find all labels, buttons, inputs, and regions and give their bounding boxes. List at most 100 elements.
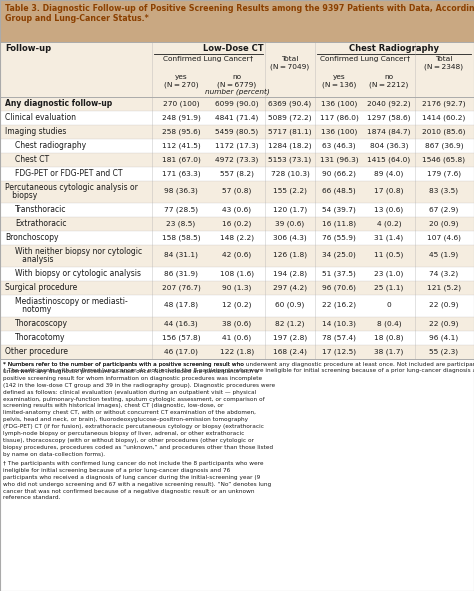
Text: Chest Radiography: Chest Radiography (349, 44, 439, 53)
Text: tissue), thoracoscopy (with or without biopsy), or other procedures (other cytol: tissue), thoracoscopy (with or without b… (3, 438, 254, 443)
Text: 43 (0.6): 43 (0.6) (222, 207, 252, 213)
Text: screening results with historical images), chest CT (diagnostic, low-dose, or: screening results with historical images… (3, 404, 223, 408)
Text: 131 (96.3): 131 (96.3) (319, 157, 358, 163)
Text: 2040 (92.2): 2040 (92.2) (367, 100, 411, 107)
Text: limited-anatomy chest CT, with or without concurrent CT examination of the abdom: limited-anatomy chest CT, with or withou… (3, 410, 256, 415)
Bar (0, 295, 474, 317)
Text: Clinical evaluation: Clinical evaluation (5, 113, 76, 122)
Text: 158 (58.5): 158 (58.5) (162, 235, 201, 241)
Text: Surgical procedure: Surgical procedure (5, 284, 77, 293)
Text: lymph-node biopsy or percutaneous biopsy of liver, adrenal, or other extrathorac: lymph-node biopsy or percutaneous biopsy… (3, 431, 245, 436)
Text: 23 (8.5): 23 (8.5) (166, 221, 196, 228)
Text: 248 (91.9): 248 (91.9) (162, 115, 201, 121)
Text: 0: 0 (387, 302, 392, 308)
Text: 1414 (60.2): 1414 (60.2) (422, 115, 465, 121)
Text: 5089 (72.2): 5089 (72.2) (268, 115, 312, 121)
Text: 194 (2.8): 194 (2.8) (273, 271, 307, 277)
Text: 2010 (85.6): 2010 (85.6) (422, 129, 466, 135)
Text: biopsy: biopsy (5, 191, 37, 200)
Text: 77 (28.5): 77 (28.5) (164, 207, 198, 213)
Text: notomy: notomy (15, 305, 51, 314)
Text: 23 (1.0): 23 (1.0) (374, 271, 404, 277)
Text: Imaging studies: Imaging studies (5, 128, 66, 137)
Text: 867 (36.9): 867 (36.9) (425, 143, 463, 150)
Text: 5153 (73.1): 5153 (73.1) (268, 157, 311, 163)
Text: Chest CT: Chest CT (15, 155, 49, 164)
Text: 63 (46.3): 63 (46.3) (322, 143, 356, 150)
Text: 17 (0.8): 17 (0.8) (374, 188, 404, 194)
Text: 120 (1.7): 120 (1.7) (273, 207, 307, 213)
Bar (0, 167, 474, 181)
Text: 57 (0.8): 57 (0.8) (222, 188, 252, 194)
Text: Any diagnostic follow-up: Any diagnostic follow-up (5, 99, 112, 109)
Text: 136 (100): 136 (100) (321, 129, 357, 135)
Text: FDG-PET or FDG-PET and CT: FDG-PET or FDG-PET and CT (15, 170, 122, 178)
Text: 96 (4.1): 96 (4.1) (429, 335, 459, 341)
Text: 90 (66.2): 90 (66.2) (322, 171, 356, 177)
Text: 25 (1.1): 25 (1.1) (374, 285, 404, 291)
Text: 46 (17.0): 46 (17.0) (164, 349, 198, 355)
Text: Extrathoracic: Extrathoracic (15, 219, 66, 229)
Text: With neither biopsy nor cytologic: With neither biopsy nor cytologic (15, 247, 142, 256)
Text: yes
(N = 270): yes (N = 270) (164, 74, 198, 87)
Text: 86 (31.9): 86 (31.9) (164, 271, 198, 277)
Text: analysis: analysis (15, 255, 54, 264)
Bar (0, 281, 474, 295)
Bar (0, 217, 474, 231)
Text: 84 (31.1): 84 (31.1) (164, 252, 198, 258)
Bar (0, 267, 474, 281)
Text: biopsy procedures, procedures coded as “unknown,” and procedures other than thos: biopsy procedures, procedures coded as “… (3, 445, 273, 450)
Text: 557 (8.2): 557 (8.2) (220, 171, 254, 177)
Text: Chest radiography: Chest radiography (15, 141, 86, 151)
Text: Transthoracic: Transthoracic (15, 206, 66, 215)
Text: † The participants with confirmed lung cancer do not include the 8 participants : † The participants with confirmed lung c… (3, 461, 264, 466)
Text: 155 (2.2): 155 (2.2) (273, 188, 307, 194)
Text: participants who received a diagnosis of lung cancer during the initial-screenin: participants who received a diagnosis of… (3, 475, 260, 480)
Text: 270 (100): 270 (100) (163, 100, 199, 107)
Text: 2176 (92.7): 2176 (92.7) (422, 100, 466, 107)
Text: 18 (0.8): 18 (0.8) (374, 335, 404, 341)
Text: (142 in the low-dose CT group and 39 in the radiography group). Diagnostic proce: (142 in the low-dose CT group and 39 in … (3, 383, 275, 388)
Text: defined as follows: clinical evaluation (evaluation during an outpatient visit —: defined as follows: clinical evaluation … (3, 389, 256, 395)
Text: (FDG-PET) CT (if for fusion), extrathoracic percutaneous cytology or biopsy (ext: (FDG-PET) CT (if for fusion), extrathora… (3, 424, 264, 429)
Text: 74 (3.2): 74 (3.2) (429, 271, 459, 277)
Text: 122 (1.8): 122 (1.8) (220, 349, 254, 355)
Text: 48 (17.8): 48 (17.8) (164, 302, 198, 309)
Text: 11 (0.5): 11 (0.5) (374, 252, 404, 258)
Text: 41 (0.6): 41 (0.6) (222, 335, 252, 341)
Text: 258 (95.6): 258 (95.6) (162, 129, 201, 135)
Text: 804 (36.3): 804 (36.3) (370, 143, 408, 150)
Bar (0, 181, 474, 203)
Text: 121 (5.2): 121 (5.2) (427, 285, 461, 291)
Text: number (percent): number (percent) (205, 88, 269, 95)
Text: 67 (2.9): 67 (2.9) (429, 207, 459, 213)
Text: 76 (55.9): 76 (55.9) (322, 235, 356, 241)
Text: 16 (11.8): 16 (11.8) (322, 221, 356, 228)
Text: 66 (48.5): 66 (48.5) (322, 188, 356, 194)
Text: 1415 (64.0): 1415 (64.0) (367, 157, 410, 163)
Bar (0, 245, 474, 267)
Text: 1874 (84.7): 1874 (84.7) (367, 129, 411, 135)
Text: 207 (76.7): 207 (76.7) (162, 285, 201, 291)
Text: 112 (41.5): 112 (41.5) (162, 143, 201, 150)
Text: 17 (12.5): 17 (12.5) (322, 349, 356, 355)
Text: Low-Dose CT: Low-Dose CT (203, 44, 264, 53)
Text: positive screening result for whom information on diagnostic procedures was inco: positive screening result for whom infor… (3, 376, 262, 381)
Text: Total
(N = 2348): Total (N = 2348) (424, 56, 464, 70)
Text: who did not undergo screening and 67 with a negative screening result). “No” den: who did not undergo screening and 67 wit… (3, 482, 271, 486)
Text: 117 (86.0): 117 (86.0) (319, 115, 358, 121)
Text: ineligible for initial screening because of a prior lung-cancer diagnosis and 76: ineligible for initial screening because… (3, 468, 230, 473)
Text: Thoracotomy: Thoracotomy (15, 333, 65, 343)
Text: 5717 (81.1): 5717 (81.1) (268, 129, 312, 135)
Text: yes
(N = 136): yes (N = 136) (322, 74, 356, 87)
Text: reference standard.: reference standard. (3, 495, 61, 501)
Text: Confirmed Lung Cancer†: Confirmed Lung Cancer† (163, 56, 253, 62)
Text: pelvis, head and neck, or brain), fluorodeoxyglucose–positron-emission tomograph: pelvis, head and neck, or brain), fluoro… (3, 417, 248, 423)
Text: examination, pulmonary-function testing, sputum cytologic assessment, or compari: examination, pulmonary-function testing,… (3, 397, 264, 401)
Text: Follow-up: Follow-up (5, 44, 51, 53)
Bar (0, 331, 474, 345)
Text: 8 (0.4): 8 (0.4) (377, 321, 401, 327)
Text: 4841 (71.4): 4841 (71.4) (215, 115, 259, 121)
Text: 171 (63.3): 171 (63.3) (162, 171, 201, 177)
Bar (0, 317, 474, 331)
